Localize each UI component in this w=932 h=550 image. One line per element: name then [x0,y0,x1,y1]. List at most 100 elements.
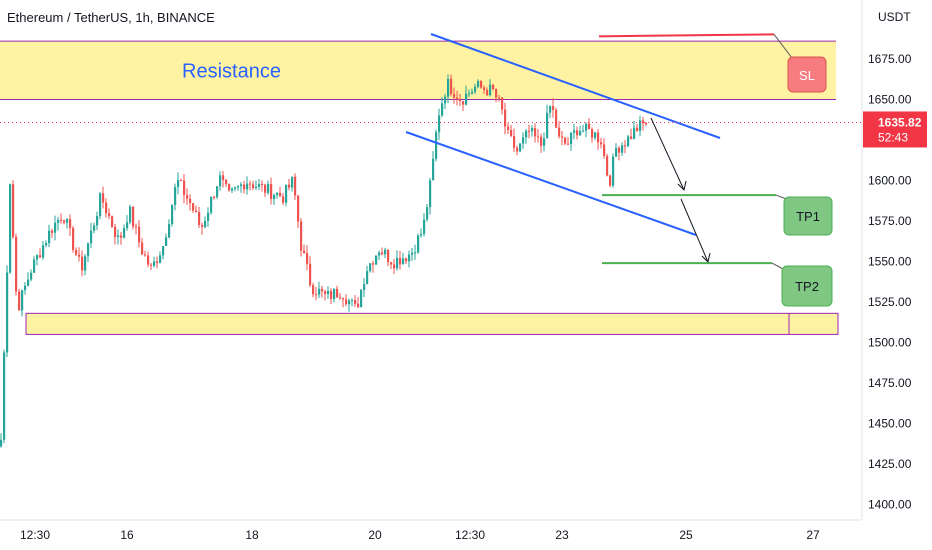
candle-body [471,91,474,94]
candle-body [582,130,585,132]
candle-body [81,256,84,271]
overlays-layer: SL TP1 TP2 [0,33,862,307]
price-tick-label: 1600.00 [868,174,912,188]
candle-body [117,235,120,238]
candle-body [234,187,237,189]
candle-body [87,243,90,257]
candle-body [432,158,435,181]
candle-body [36,255,39,260]
candle-body [369,263,372,272]
price-tick-label: 1650.00 [868,93,912,107]
candle-body [339,297,342,299]
candle-body [528,130,531,132]
tp2-badge [781,265,833,307]
candle-body [264,184,267,193]
candle-body [183,180,186,196]
candle-body [414,252,417,254]
candle-body [630,136,633,139]
candle-body [342,297,345,300]
price-axis-currency: USDT [878,10,911,24]
chart-title: Ethereum / TetherUS, 1h, BINANCE [7,10,215,25]
candle-body [243,184,246,190]
candle-body [441,103,444,116]
candle-body [195,210,198,213]
candle-body [405,258,408,262]
candle-body [270,183,273,200]
candle-body [447,78,450,97]
candle-body [459,99,462,102]
candle-body [474,86,477,92]
candle-body [483,87,486,90]
candle-body [228,184,231,191]
time-tick-label: 12:30 [455,528,485,542]
candle-body [621,145,624,153]
candle-body [180,180,183,182]
candle-body [12,184,15,237]
last-price-tag [863,111,927,148]
candle-body [96,216,99,226]
candle-body [318,288,321,295]
candle-body [159,255,162,263]
candle-body [279,193,282,197]
candle-body [408,254,411,262]
candle-body [420,233,423,236]
candle-body [609,175,612,186]
candle-body [24,285,27,291]
candle-body [381,252,384,255]
candle-body [21,290,24,311]
candle-body [567,143,570,145]
candle-body [72,228,75,250]
candle-body [438,115,441,133]
price-tick-label: 1500.00 [868,336,912,350]
candles-layer [0,74,648,448]
zones-layer: Resistance [0,40,839,335]
candle-body [306,253,309,264]
candle-body [255,186,258,188]
candle-body [123,228,126,238]
candle-body [555,109,558,128]
stop-loss-line [598,33,775,38]
candle-body [498,97,501,99]
arrow-head-1 [677,180,687,191]
channel-lower-line [405,131,697,236]
candle-body [207,212,210,222]
candle-body [597,132,600,143]
candle-body [645,123,648,125]
time-tick-label: 25 [679,528,693,542]
candle-body [30,272,33,280]
candle-body [141,242,144,255]
candle-body [327,290,330,295]
candle-body [120,235,123,238]
candle-body [639,120,642,131]
candle-body [102,193,105,203]
time-tick-label: 16 [120,528,134,542]
candle-body [465,93,468,105]
candle-body [285,184,288,203]
candle-body [42,245,45,258]
tp1-label: TP1 [796,209,820,224]
candle-body [429,180,432,208]
candle-body [189,198,192,204]
candle-body [417,235,420,253]
candle-body [150,264,153,266]
candle-body [60,219,63,221]
candle-body [600,142,603,145]
candle-body [300,221,303,251]
price-tick-label: 1450.00 [868,417,912,431]
candle-body [0,439,3,447]
tp1-badge [783,196,833,236]
candle-body [435,132,438,159]
candle-body [393,264,396,269]
candle-body [165,237,168,247]
candle-body [579,131,582,136]
candle-body [624,145,627,147]
price-tick-label: 1575.00 [868,214,912,228]
candle-body [240,184,243,187]
candle-body [111,216,114,227]
candle-body [423,219,426,234]
price-tick-label: 1525.00 [868,295,912,309]
candle-body [156,261,159,263]
candle-body [453,94,456,98]
price-tick-label: 1400.00 [868,498,912,512]
